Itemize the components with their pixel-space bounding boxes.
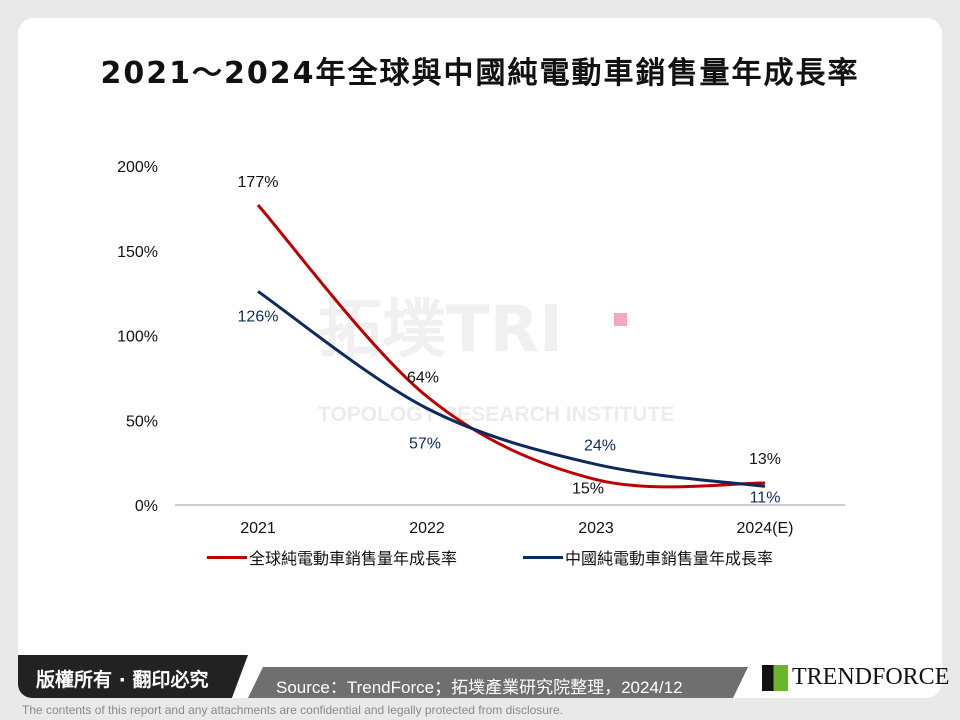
x-tick-label: 2023	[578, 520, 614, 537]
series-line-1	[257, 290, 766, 488]
data-label: 177%	[238, 174, 279, 191]
y-tick-label: 100%	[117, 329, 158, 346]
disclaimer: The contents of this report and any atta…	[22, 703, 563, 717]
x-tick-label: 2022	[409, 520, 445, 537]
legend-label: 中國純電動車銷售量年成長率	[565, 551, 774, 568]
watermark-mark	[614, 313, 627, 326]
logo-text: TRENDFORCE	[792, 664, 950, 690]
legend-swatch	[207, 555, 247, 559]
data-label: 126%	[238, 308, 279, 325]
y-tick-label: 0%	[135, 498, 158, 515]
legend-swatch	[523, 555, 563, 559]
source-text: Source：TrendForce；拓墣產業研究院整理，2024/12	[276, 678, 683, 697]
data-label: 13%	[749, 451, 781, 468]
logo-icon	[762, 664, 788, 691]
data-label: 11%	[750, 489, 781, 506]
y-tick-label: 150%	[117, 244, 158, 261]
source-banner: Source：TrendForce；拓墣產業研究院整理，2024/12	[248, 667, 748, 698]
legend-item-global: 全球純電動車銷售量年成長率	[207, 545, 457, 569]
watermark-logo: 拓墣TRI	[318, 293, 563, 367]
card	[18, 18, 942, 698]
data-label: 57%	[409, 435, 441, 452]
series-line-0	[256, 203, 766, 489]
y-tick-label: 50%	[126, 413, 158, 430]
copyright-banner: 版權所有 · 翻印必究	[18, 655, 248, 698]
legend-label: 全球純電動車銷售量年成長率	[249, 551, 458, 568]
x-tick-label: 2021	[240, 520, 276, 537]
data-label: 24%	[584, 437, 616, 454]
data-label: 64%	[407, 370, 439, 387]
copyright-text: 版權所有 · 翻印必究	[36, 669, 209, 691]
watermark: TOPOLOGY RESEARCH INSTITUTE	[318, 403, 675, 426]
x-tick-label: 2024(E)	[737, 520, 794, 537]
page-title: 2021～2024年全球與中國純電動車銷售量年成長率	[100, 56, 860, 91]
y-tick-label: 200%	[117, 159, 158, 176]
data-label: 15%	[572, 481, 604, 498]
legend-item-china: 中國純電動車銷售量年成長率	[523, 545, 773, 569]
trendforce-logo: TRENDFORCE	[762, 664, 949, 691]
